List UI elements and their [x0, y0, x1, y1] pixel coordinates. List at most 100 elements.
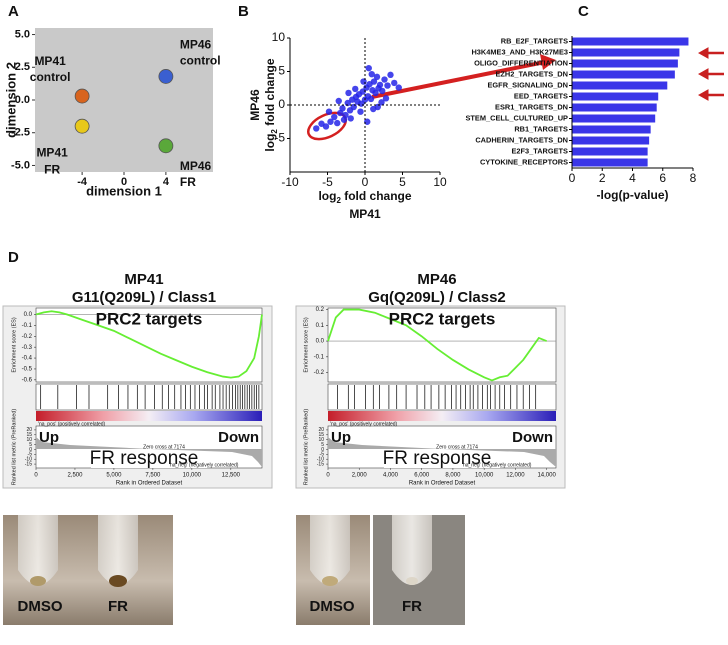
x-tick-label: -10: [281, 175, 299, 189]
zero-cross-label: Zero cross at 7174: [436, 444, 478, 450]
y-tick-label: 5.0: [15, 28, 30, 40]
point: [384, 82, 391, 89]
heat-bar: [36, 411, 262, 421]
y-tick-label: 0: [321, 447, 324, 453]
hits-area: [327, 383, 557, 411]
bar: [572, 125, 651, 134]
es-area: [327, 307, 557, 383]
x-axis-label: Rank in Ordered Dataset: [116, 481, 183, 487]
photo-label: DMSO: [310, 598, 355, 615]
label-part: fold change: [341, 189, 412, 203]
y-tick-label: 20: [26, 427, 32, 433]
pellet: [109, 575, 127, 587]
up-label: Up: [331, 429, 351, 446]
y-tick-label: -0.5: [22, 367, 33, 373]
gene-set-label: PRC2 targets: [96, 309, 203, 328]
point: [158, 138, 174, 154]
point: [339, 105, 346, 112]
x-tick-label: 4: [163, 176, 170, 188]
panel-label: D: [8, 249, 19, 266]
tube: [18, 515, 58, 585]
point: [325, 108, 333, 115]
bar: [572, 59, 678, 68]
point: [331, 113, 338, 121]
y-tick-label: -5.0: [11, 159, 30, 171]
x-tick-label: 0: [121, 176, 127, 188]
tube: [392, 515, 432, 585]
bar: [572, 81, 668, 90]
point: [359, 88, 366, 95]
x-axis-label: -log(p-value): [597, 188, 669, 202]
y-axis-label: Enrichment score (ES): [11, 317, 17, 372]
response-label: FR response: [383, 448, 492, 469]
y-axis-group: MP46: [248, 89, 262, 121]
point: [367, 95, 375, 103]
zero-cross-label: Zero cross at 7174: [143, 444, 185, 450]
x-tick-label: 6,000: [414, 473, 430, 479]
x-tick-label: 12,500: [222, 473, 241, 479]
y-tick-label: -15: [25, 461, 32, 467]
point: [379, 87, 386, 95]
category-label: RB_E2F_TARGETS: [501, 36, 568, 45]
point: [391, 79, 398, 87]
category-label: ESR1_TARGETS_DN: [495, 102, 568, 111]
pos-label: 'na_pos' (positively correlated): [38, 421, 106, 427]
point: [381, 76, 388, 83]
plot-title: MP46: [417, 271, 456, 288]
point: [327, 118, 334, 125]
bar: [572, 114, 656, 123]
es-line: [327, 308, 547, 382]
arrow-shaft: [371, 60, 546, 99]
point: [387, 71, 394, 79]
pos-label: 'na_pos' (positively correlated): [330, 421, 398, 427]
y-tick-label: 2.5: [15, 61, 30, 73]
x-axis-label: log2 fold change: [318, 189, 411, 205]
point-label: FR: [44, 162, 60, 176]
point: [378, 99, 385, 106]
x-tick-label: 2: [599, 171, 606, 185]
x-axis-label: Rank in Ordered Dataset: [409, 481, 476, 487]
hits-area: [35, 383, 263, 411]
point: [335, 97, 342, 105]
bar: [572, 92, 659, 101]
pellet: [322, 576, 338, 586]
label-part: log: [263, 134, 277, 152]
y-tick-label: 0.0: [316, 339, 325, 345]
y-axis-label: Ranked list metric (PreRanked): [11, 409, 17, 486]
point: [360, 78, 367, 85]
point: [376, 81, 384, 89]
y-tick-label: 0.0: [15, 94, 30, 106]
category-label: EGFR_SIGNALING_DN: [488, 80, 569, 89]
photo-label: FR: [108, 598, 128, 615]
gene-set-label: PRC2 targets: [389, 309, 496, 328]
x-tick-label: 12,000: [506, 473, 525, 479]
pellet: [30, 576, 46, 586]
point: [352, 85, 359, 93]
arrows: [697, 47, 724, 101]
point: [340, 116, 348, 123]
label-part: fold change: [263, 58, 277, 129]
point: [334, 119, 341, 127]
point: [382, 95, 390, 102]
down-label: Down: [218, 429, 259, 446]
x-tick-label: -4: [77, 176, 88, 188]
y-tick-label: 0.1: [316, 323, 325, 329]
x-tick-label: 8,000: [445, 473, 461, 479]
category-label: CADHERIN_TARGETS_DN: [475, 135, 568, 144]
x-tick-label: 4,000: [383, 473, 399, 479]
x-tick-label: 10,000: [475, 473, 494, 479]
category-label: EED_TARGETS: [514, 91, 568, 100]
y-axis-label: Ranked list metric (PreRanked): [303, 409, 309, 486]
point: [74, 118, 90, 134]
y-tick-label: 0: [29, 447, 32, 453]
label-subscript: 2: [336, 196, 341, 205]
point: [370, 78, 378, 85]
point-label: control: [180, 54, 221, 68]
x-tick-label: 4: [629, 171, 636, 185]
point: [368, 70, 375, 78]
neg-label: 'na_neg' (negatively correlated): [462, 462, 532, 468]
bar: [572, 158, 648, 167]
tube: [98, 515, 138, 585]
point: [158, 69, 174, 84]
x-axis-group: MP41: [349, 207, 381, 221]
